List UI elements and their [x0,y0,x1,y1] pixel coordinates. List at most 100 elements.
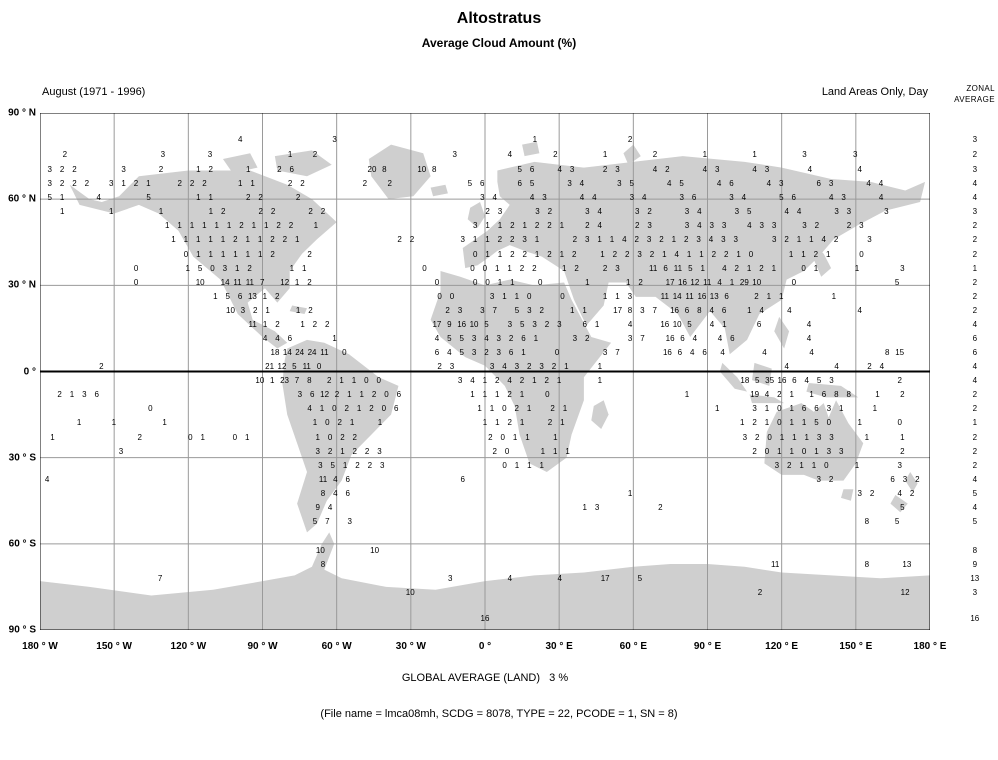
grid-value: 3 [489,292,495,302]
grid-value: 9 [315,502,320,512]
grid-value: 1 [202,221,207,231]
grid-value: 2 [208,164,214,174]
grid-value: 2 [327,447,333,457]
grid-value: 2 [312,149,318,159]
grid-value: 0 [764,447,770,457]
grid-value: 0 [504,447,510,457]
grid-value: 1 [220,235,226,245]
grid-value: 3 [900,264,905,274]
grid-value: 1 [162,418,167,428]
zonal-average-value: 2 [972,447,978,457]
zonal-average-value: 9 [972,559,978,569]
grid-value: 4 [809,347,814,357]
grid-value: 3 [567,178,572,188]
grid-value: 3 [696,235,701,245]
grid-value: 3 [522,235,527,245]
grid-value: 4 [597,221,602,231]
grid-value: 2 [813,250,819,260]
grid-value: 4 [333,489,338,499]
grid-value: 4 [722,264,727,274]
grid-value: 1 [485,221,490,231]
grid-value: 0 [183,250,189,260]
grid-value: 2 [550,404,555,414]
grid-value: 4 [828,192,834,202]
grid-value: 3 [514,361,520,371]
zonal-average-value: 3 [972,587,978,597]
grid-value: 2 [544,319,550,329]
lon-label: 150 ° W [96,641,132,652]
grid-value: 1 [752,149,757,159]
grid-value: 3 [841,192,846,202]
grid-value: 2 [177,178,182,188]
grid-value: 6 [801,404,807,414]
grid-value: 4 [796,206,802,216]
grid-value: 6 [702,347,707,357]
grid-value: 2 [62,149,68,159]
grid-value: 5 [529,178,535,188]
grid-value: 0 [767,433,772,443]
grid-value: 3 [569,164,575,174]
grid-value: 1 [497,278,503,288]
grid-value: 0 [449,292,455,302]
grid-value: 4 [807,164,813,174]
grid-value: 1 [349,418,355,428]
zonal-average-value: 2 [972,250,978,260]
grid-value: 14 [220,278,230,288]
grid-value: 1 [597,361,603,371]
grid-value: 11 [248,319,257,329]
grid-value: 0 [502,461,507,471]
grid-value: 2 [507,389,512,399]
grid-value: 1 [262,319,268,329]
grid-value: 7 [615,347,620,357]
grid-value: 6 [345,489,350,499]
grid-value: 3 [640,306,645,315]
grid-value: 3 [332,134,337,144]
grid-value: 4 [866,178,871,188]
grid-value: 4 [834,361,839,371]
grid-value: 5 [484,319,489,329]
grid-value: 0 [364,375,369,385]
grid-value: 3 [826,404,832,414]
grid-value: 2 [327,375,332,385]
grid-value: 6 [396,389,402,399]
grid-value: 2 [494,375,500,385]
grid-value: 2 [276,221,281,231]
grid-value: 3 [615,164,620,174]
coverage-label: Land Areas Only, Day [821,86,928,98]
grid-value: 1 [534,235,540,245]
grid-value: 2 [507,418,512,428]
grid-value: 1 [377,418,383,428]
grid-value: 2 [270,206,276,216]
grid-value: 4 [821,235,826,245]
grid-value: 2 [757,587,763,597]
grid-value: 5 [514,306,520,315]
grid-value: 2 [233,235,238,245]
grid-value: 2 [488,433,493,443]
grid-value: 3 [646,235,652,245]
grid-value: 4 [579,178,585,188]
grid-value: 3 [816,475,821,485]
grid-value: 4 [689,347,695,357]
grid-value: 0 [422,264,427,274]
grid-value: 4 [484,333,489,343]
grid-value: 2 [246,192,251,202]
grid-value: 2 [572,235,578,245]
grid-value: 1 [556,375,562,385]
grid-value: 3 [594,502,600,512]
grid-value: 11 [245,278,255,288]
grid-value: 3 [829,375,834,385]
grid-value: 2 [509,235,515,245]
grid-value: 1 [522,221,527,231]
grid-value: 6 [460,475,465,485]
grid-value: 4 [709,319,715,329]
grid-value: 2 [158,164,164,174]
grid-value: 1 [287,149,293,159]
grid-value: 3 [867,235,872,245]
grid-value: 4 [762,347,767,357]
grid-value: 3 [347,516,352,526]
grid-value: 2 [352,447,358,457]
grid-value: 1 [289,264,295,274]
grid-value: 0 [472,278,478,288]
zonal-average-value: 2 [972,389,978,399]
grid-value: 1 [514,461,520,471]
